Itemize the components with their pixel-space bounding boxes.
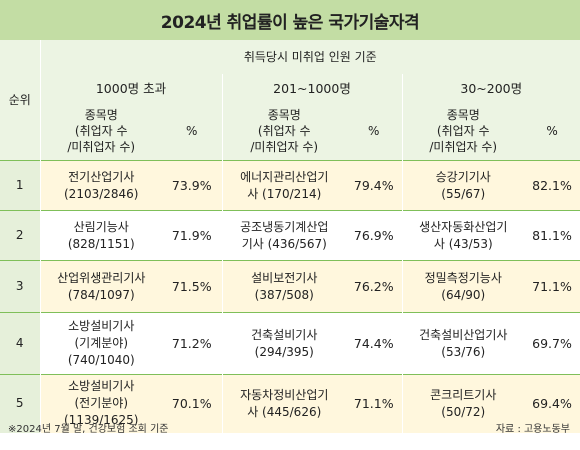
employment-rate-cell: 76.9% bbox=[346, 210, 402, 261]
group-header-small: 30~200명 bbox=[401, 74, 580, 102]
qualification-name-cell: 설비보전기사 (387/508) bbox=[221, 260, 346, 313]
employment-rate-cell: 70.1% bbox=[162, 374, 222, 433]
group-header-medium: 201~1000명 bbox=[221, 74, 402, 102]
qualification-name-cell: 산업위생관리기사 (784/1097) bbox=[40, 260, 162, 313]
column-header-percent: % bbox=[524, 102, 580, 161]
source-credit: 자료 : 고용노동부 bbox=[495, 424, 570, 435]
column-header-percent: % bbox=[346, 102, 402, 161]
qualification-name-cell: 자동차정비산업기 사 (445/626) bbox=[221, 374, 346, 433]
employment-rate-cell: 79.4% bbox=[346, 160, 402, 211]
table-row: 1 전기산업기사 (2103/2846) 73.9% 에너지관리산업기 사 (170/… bbox=[0, 160, 580, 211]
rank-header: 순위 bbox=[0, 40, 41, 161]
table-row: 3 산업위생관리기사 (784/1097) 71.5% 설비보전기사 (387/508… bbox=[0, 260, 580, 313]
qualification-name-cell: 에너지관리산업기 사 (170/214) bbox=[221, 160, 346, 211]
qualification-name-cell: 산림기능사 (828/1151) bbox=[40, 210, 162, 261]
group-header-row: 1000명 초과 201~1000명 30~200명 bbox=[0, 74, 580, 102]
qualification-name-cell: 승강기기사 (55/67) bbox=[401, 160, 524, 211]
qualification-name-cell: 공조냉동기계산업 기사 (436/567) bbox=[221, 210, 346, 261]
footnote: ※2024년 7월 말, 건강보험 조회 기준 bbox=[8, 424, 169, 435]
qualification-name-cell: 콘크리트기사 (50/72) bbox=[401, 374, 524, 433]
employment-rate-cell: 71.5% bbox=[162, 260, 222, 313]
employment-rate-cell: 81.1% bbox=[524, 210, 580, 261]
column-header-name: 종목명 (취업자 수 /미취업자 수) bbox=[221, 102, 346, 161]
employment-rate-cell: 71.9% bbox=[162, 210, 222, 261]
qualification-name-cell: 건축설비기사 (294/395) bbox=[221, 312, 346, 375]
qualification-name-cell: 정밀측정기능사 (64/90) bbox=[401, 260, 524, 313]
rank-cell: 5 bbox=[0, 374, 41, 433]
qualification-name-cell: 전기산업기사 (2103/2846) bbox=[40, 160, 162, 211]
column-header-row: 종목명 (취업자 수 /미취업자 수) % 종목명 (취업자 수 /미취업자 수… bbox=[0, 102, 580, 161]
employment-rate-cell: 71.1% bbox=[524, 260, 580, 313]
employment-rate-cell: 69.4% bbox=[524, 374, 580, 433]
employment-rate-cell: 71.2% bbox=[162, 312, 222, 375]
qualification-table: 순위 취득당시 미취업 인원 기준 1000명 초과 201~1000명 30~… bbox=[0, 40, 580, 433]
qualification-name-cell: 건축설비산업기사 (53/76) bbox=[401, 312, 524, 375]
rank-cell: 3 bbox=[0, 260, 41, 313]
column-header-name: 종목명 (취업자 수 /미취업자 수) bbox=[401, 102, 524, 161]
employment-rate-cell: 71.1% bbox=[346, 374, 402, 433]
employment-rate-cell: 74.4% bbox=[346, 312, 402, 375]
table-caption: 취득당시 미취업 인원 기준 bbox=[40, 40, 580, 74]
employment-rate-cell: 82.1% bbox=[524, 160, 580, 211]
rank-cell: 2 bbox=[0, 210, 41, 261]
column-header-percent: % bbox=[162, 102, 222, 161]
qualification-name-cell: 소방설비기사 (전기분야) (1139/1625) bbox=[40, 374, 162, 433]
page-title: 2024년 취업률이 높은 국가기술자격 bbox=[0, 0, 580, 40]
rank-cell: 4 bbox=[0, 312, 41, 375]
table-row: 2 산림기능사 (828/1151) 71.9% 공조냉동기계산업 기사 (436/5… bbox=[0, 210, 580, 261]
employment-rate-cell: 69.7% bbox=[524, 312, 580, 375]
qualification-name-cell: 소방설비기사 (기계분야) (740/1040) bbox=[40, 312, 162, 375]
group-header-large: 1000명 초과 bbox=[40, 74, 222, 102]
rank-cell: 1 bbox=[0, 160, 41, 211]
column-header-name: 종목명 (취업자 수 /미취업자 수) bbox=[40, 102, 162, 161]
employment-rate-cell: 73.9% bbox=[162, 160, 222, 211]
qualification-name-cell: 생산자동화산업기 사 (43/53) bbox=[401, 210, 524, 261]
employment-rate-cell: 76.2% bbox=[346, 260, 402, 313]
table-row: 5 소방설비기사 (전기분야) (1139/1625) 70.1% 자동차정비산업기 … bbox=[0, 374, 580, 433]
table-row: 4 소방설비기사 (기계분야) (740/1040) 71.2% 건축설비기사 (29… bbox=[0, 312, 580, 375]
